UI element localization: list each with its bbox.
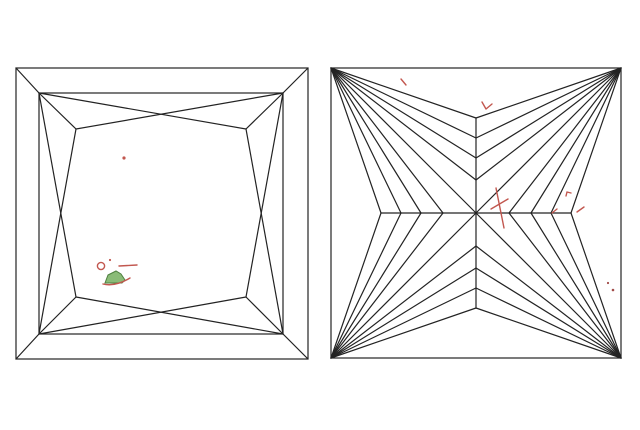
crown-view-diagram-outline-1 <box>38 92 284 335</box>
facet-line <box>508 67 622 214</box>
facet-line <box>570 212 622 359</box>
facet-line <box>550 212 622 359</box>
facet-line <box>330 67 402 214</box>
facet-line <box>330 267 477 359</box>
facet-line <box>15 67 40 94</box>
facet-line <box>75 296 284 335</box>
facet-line <box>550 67 622 214</box>
facet-line <box>330 67 477 214</box>
facet-line <box>330 287 477 359</box>
facet-line <box>330 67 444 214</box>
pinpoint-dot-mark-a <box>606 281 610 285</box>
feather-long-line-mark <box>495 187 505 229</box>
crown-view-diagram <box>15 67 309 360</box>
facet-line <box>330 67 477 139</box>
facet-line <box>330 212 382 359</box>
facet-line <box>475 245 622 359</box>
facet-line <box>475 67 622 181</box>
pinpoint-dot-mark-b <box>611 288 615 292</box>
small-tick-mark <box>551 208 558 214</box>
pavilion-view-diagram-outline-0 <box>330 67 622 359</box>
chip-check-mark <box>481 101 493 110</box>
facet-line <box>330 67 477 159</box>
facet-line <box>508 212 622 359</box>
facet-line <box>282 333 309 360</box>
pavilion-view-diagram <box>330 67 622 359</box>
facet-line <box>245 128 284 335</box>
facet-line <box>330 67 382 214</box>
facet-line <box>475 67 622 159</box>
facet-line <box>282 67 309 94</box>
facet-line <box>330 212 422 359</box>
facet-line <box>15 333 40 360</box>
crown-view-diagram-inclusion-marks <box>96 156 138 286</box>
feather-tick-mark <box>400 78 407 86</box>
facet-line <box>475 212 622 359</box>
facet-line <box>75 92 284 130</box>
facet-line <box>475 67 622 214</box>
facet-line <box>570 67 622 214</box>
crown-view-diagram-outline-0 <box>15 67 309 360</box>
facet-line <box>475 287 622 359</box>
facet-line <box>38 92 247 130</box>
crystal-tiny-dot-mark <box>108 258 112 262</box>
facet-line <box>330 67 477 119</box>
facet-line <box>475 307 622 359</box>
diagonal-tick-mark <box>576 206 585 213</box>
facet-line <box>475 67 622 119</box>
facet-line <box>38 92 77 298</box>
facet-line <box>530 212 622 359</box>
feather-cross-line-mark <box>490 198 509 210</box>
pinpoint-dot-mark <box>122 156 126 160</box>
facet-line <box>530 67 622 214</box>
facet-line <box>475 67 622 139</box>
facet-line <box>330 67 422 214</box>
pavilion-view-diagram-inclusion-marks <box>400 78 615 292</box>
needle-line-mark <box>118 264 138 267</box>
facet-line <box>330 67 477 181</box>
facet-line <box>330 212 402 359</box>
facet-line <box>38 296 77 335</box>
facet-line <box>330 212 477 359</box>
facet-line <box>245 296 284 335</box>
facet-line <box>330 212 444 359</box>
natural-underline-mark <box>102 277 131 286</box>
crystal-circle-mark <box>96 261 106 271</box>
hook-tick-mark <box>565 191 572 197</box>
facet-line <box>330 307 477 359</box>
facet-line <box>245 92 284 130</box>
facet-line <box>38 296 247 335</box>
facet-line <box>475 267 622 359</box>
facet-line <box>38 128 77 335</box>
facet-line <box>330 245 477 359</box>
facet-line <box>245 92 284 298</box>
facet-line <box>38 92 77 130</box>
